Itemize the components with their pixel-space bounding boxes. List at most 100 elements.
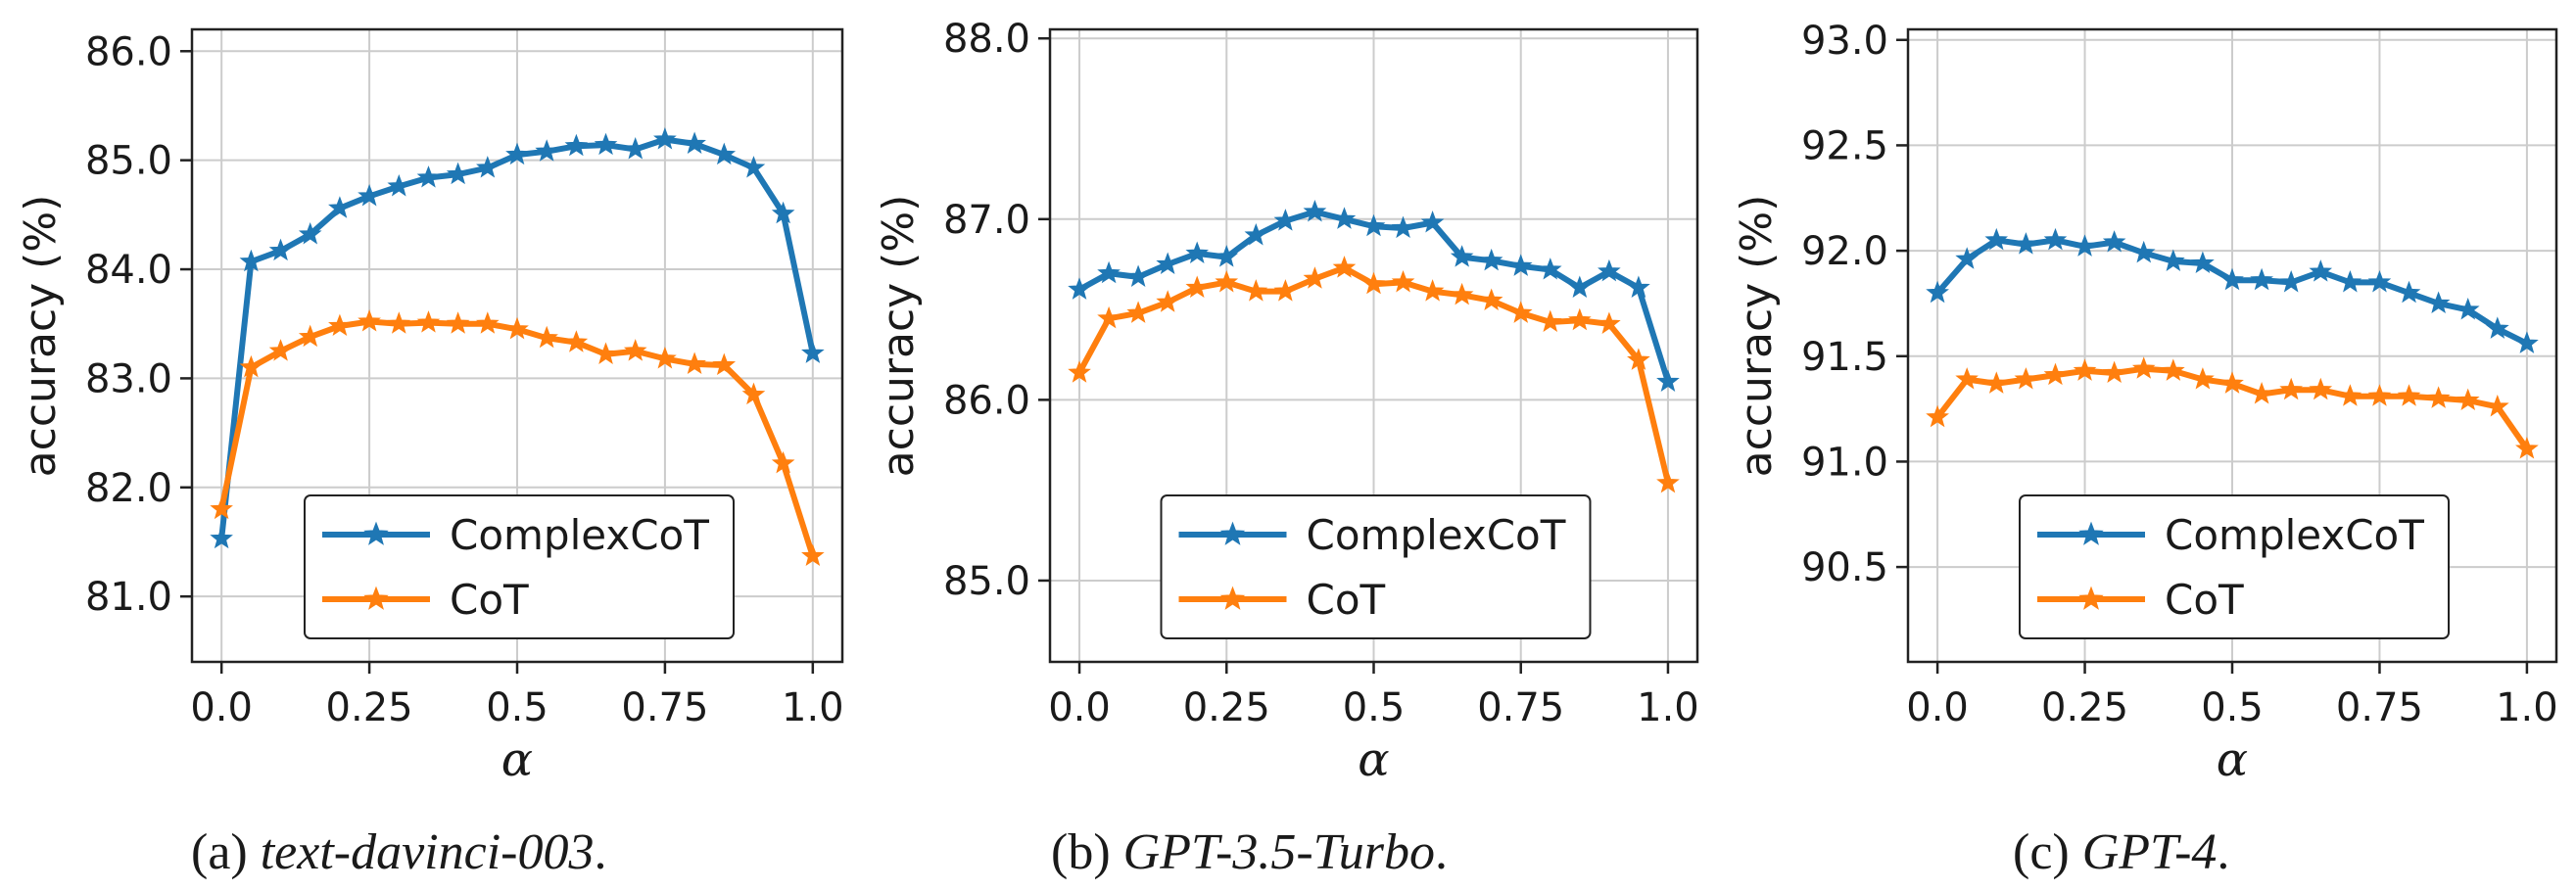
data-point-s1-20 bbox=[2515, 331, 2539, 353]
data-point-s1-3 bbox=[298, 221, 322, 245]
data-point-s2-11 bbox=[1391, 269, 1415, 293]
legend-label-1: ComplexCoT bbox=[2165, 511, 2424, 559]
data-point-s2-3 bbox=[298, 324, 322, 348]
caption-prefix: (b) bbox=[1051, 824, 1123, 880]
data-point-s1-8 bbox=[1303, 199, 1327, 222]
x-tick-label-2: 0.5 bbox=[486, 685, 549, 730]
data-point-s1-9 bbox=[1332, 207, 1357, 229]
data-point-s1-14 bbox=[1479, 248, 1503, 271]
data-point-s1-3 bbox=[1156, 252, 1179, 274]
caption-model: text-davinci-003 bbox=[261, 824, 595, 880]
data-point-s1-16 bbox=[1538, 258, 1562, 280]
legend-label-1: ComplexCoT bbox=[450, 511, 709, 559]
legend-marker-2 bbox=[2078, 586, 2104, 610]
data-point-s2-16 bbox=[1538, 309, 1562, 333]
data-point-s2-11 bbox=[2250, 382, 2273, 404]
caption-model: GPT-3.5-Turbo bbox=[1123, 824, 1435, 880]
legend-marker-2 bbox=[363, 586, 389, 610]
data-point-s2-14 bbox=[623, 339, 647, 361]
legend-label-2: CoT bbox=[2165, 576, 2244, 624]
x-axis-label: α bbox=[501, 732, 533, 787]
data-point-s1-16 bbox=[683, 131, 706, 154]
data-point-s2-8 bbox=[2162, 358, 2185, 381]
data-point-s1-0 bbox=[1926, 280, 1949, 304]
data-point-s1-2 bbox=[1984, 227, 2009, 251]
data-point-s2-9 bbox=[476, 311, 500, 334]
legend-marker-1 bbox=[2078, 521, 2104, 545]
caption-prefix: (a) bbox=[191, 824, 261, 880]
data-point-s1-15 bbox=[2367, 269, 2392, 293]
data-point-s1-15 bbox=[653, 127, 677, 150]
x-tick-label-0: 0.0 bbox=[190, 685, 253, 730]
data-point-s2-20 bbox=[1656, 470, 1680, 493]
legend-marker-2 bbox=[1219, 586, 1246, 610]
data-point-s1-20 bbox=[801, 341, 825, 363]
chart-panel-1: 81.0 82.0 83.0 84.0 85.0 86.0 0.0 0.25 0.5 0.75 1.… bbox=[16, 27, 844, 880]
data-point-s1-11 bbox=[1391, 215, 1415, 239]
caption-suffix: . bbox=[594, 824, 606, 880]
x-tick-label-0: 0.0 bbox=[1906, 685, 1969, 730]
y-tick-label-5: 93.0 bbox=[1801, 19, 1888, 64]
y-tick-label-3: 92.0 bbox=[1801, 229, 1888, 274]
legend: ComplexCoT CoT bbox=[304, 494, 735, 639]
y-tick-label-1: 91.0 bbox=[1801, 440, 1888, 485]
data-point-s2-1 bbox=[239, 354, 263, 378]
data-point-s1-4 bbox=[2043, 227, 2068, 251]
data-point-s1-2 bbox=[268, 238, 293, 261]
data-point-s1-20 bbox=[1656, 369, 1680, 392]
data-point-s1-16 bbox=[2397, 280, 2421, 304]
x-tick-label-2: 0.5 bbox=[1343, 685, 1406, 730]
data-point-s2-8 bbox=[1303, 266, 1327, 289]
x-tick-label-1: 0.25 bbox=[2041, 685, 2128, 730]
data-point-s1-6 bbox=[1244, 222, 1268, 246]
caption: (b) GPT-3.5-Turbo. bbox=[1051, 824, 1448, 880]
data-point-s2-6 bbox=[387, 311, 411, 334]
y-tick-label-1: 86.0 bbox=[943, 378, 1030, 423]
data-point-s1-4 bbox=[1185, 241, 1210, 263]
data-point-s1-13 bbox=[1450, 245, 1474, 267]
data-point-s1-19 bbox=[2486, 316, 2509, 339]
data-point-s2-12 bbox=[2279, 377, 2303, 400]
data-point-s2-5 bbox=[2073, 358, 2097, 381]
data-point-s1-8 bbox=[446, 162, 470, 185]
data-point-s1-5 bbox=[1215, 245, 1239, 267]
data-point-s2-9 bbox=[1332, 256, 1357, 278]
x-axis-label: α bbox=[1358, 732, 1389, 787]
data-point-s2-18 bbox=[2456, 388, 2480, 411]
legend-label-2: CoT bbox=[450, 576, 529, 624]
data-point-s2-12 bbox=[564, 330, 589, 352]
data-point-s1-7 bbox=[2131, 240, 2156, 263]
y-tick-label-5: 86.0 bbox=[85, 29, 172, 74]
data-point-s1-6 bbox=[387, 173, 411, 197]
data-point-s2-6 bbox=[1244, 279, 1268, 302]
data-point-s2-10 bbox=[505, 316, 529, 340]
data-point-s2-5 bbox=[358, 309, 381, 332]
data-point-s2-20 bbox=[2515, 437, 2539, 459]
caption-model: GPT-4 bbox=[2082, 824, 2218, 880]
data-point-s2-9 bbox=[2191, 367, 2215, 390]
x-axis-label: α bbox=[2217, 732, 2248, 787]
data-point-s2-1 bbox=[1955, 367, 1979, 390]
data-point-s2-7 bbox=[416, 310, 441, 333]
x-tick-label-4: 1.0 bbox=[782, 685, 844, 730]
data-point-s1-2 bbox=[1126, 264, 1150, 287]
data-point-s2-14 bbox=[1479, 288, 1503, 310]
data-point-s2-15 bbox=[2367, 384, 2392, 406]
data-point-s2-11 bbox=[535, 325, 558, 349]
legend-marker-1 bbox=[1219, 521, 1246, 545]
data-point-s1-6 bbox=[2102, 230, 2126, 253]
chart-panel-3: 90.5 91.0 91.5 92.0 92.5 93.0 0.0 0.25 0.5 0.75 1.… bbox=[1732, 19, 2558, 880]
data-point-s2-19 bbox=[771, 450, 795, 474]
y-tick-label-3: 84.0 bbox=[85, 248, 172, 293]
y-axis-label: accuracy (%) bbox=[16, 195, 66, 478]
data-point-s1-18 bbox=[1598, 258, 1621, 282]
data-point-s2-14 bbox=[2338, 384, 2362, 406]
caption: (a) text-davinci-003. bbox=[191, 824, 606, 880]
data-point-s2-17 bbox=[712, 352, 737, 376]
legend-marker-1 bbox=[363, 521, 389, 545]
data-point-s1-1 bbox=[239, 249, 263, 272]
data-point-s1-17 bbox=[712, 142, 737, 165]
data-point-s1-18 bbox=[2456, 297, 2480, 320]
chart-panel-2: 85.0 86.0 87.0 88.0 0.0 0.25 0.5 0.75 1.0 α accura… bbox=[874, 17, 1699, 880]
